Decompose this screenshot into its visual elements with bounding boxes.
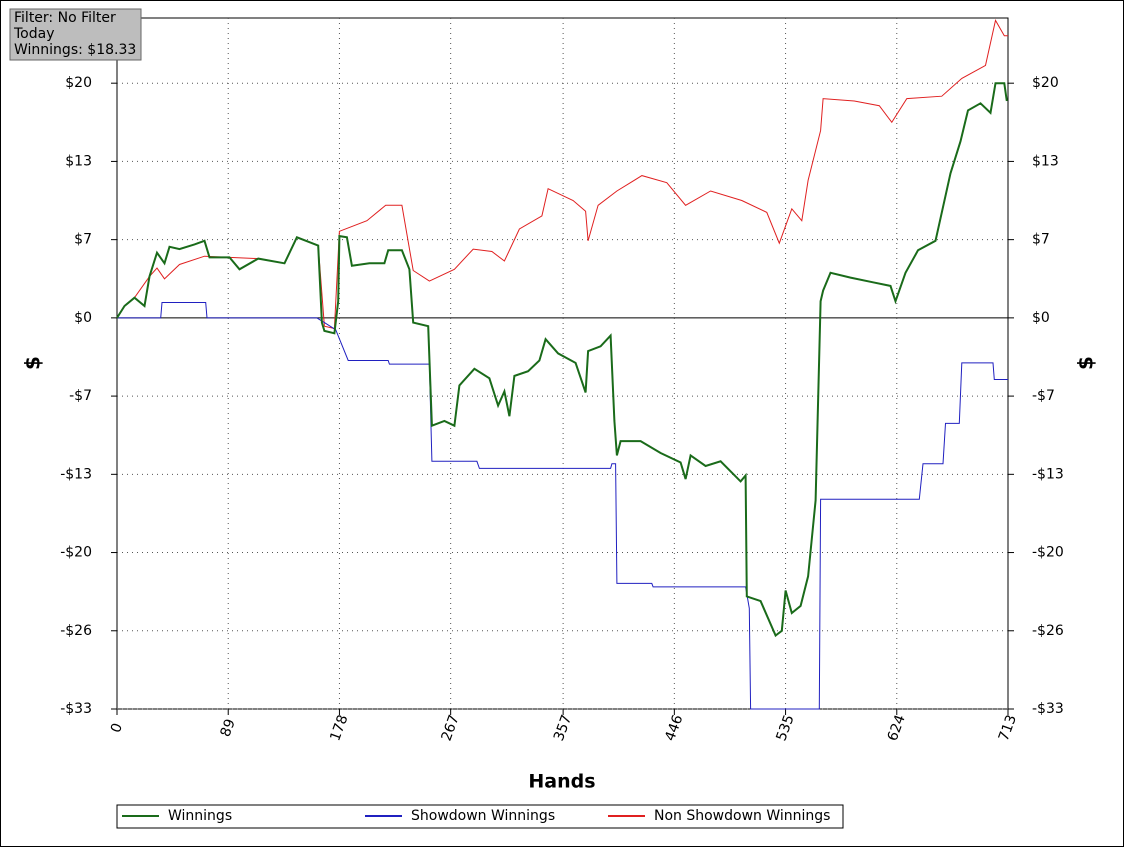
y-tick-label: -$7 bbox=[69, 388, 92, 404]
y-tick-label: -$33 bbox=[60, 701, 92, 717]
info-box bbox=[9, 8, 142, 61]
y-tick-label: -$20 bbox=[60, 545, 92, 561]
y2-tick-label: $7 bbox=[1032, 232, 1050, 248]
y-axis-label: $ bbox=[21, 356, 45, 370]
y-tick-label: $20 bbox=[65, 75, 92, 91]
y2-tick-label: -$7 bbox=[1032, 388, 1055, 404]
y-tick-label: $0 bbox=[74, 310, 92, 326]
y2-tick-label: $13 bbox=[1032, 153, 1059, 169]
y2-tick-label: $0 bbox=[1032, 310, 1050, 326]
y2-axis-label: $ bbox=[1074, 356, 1098, 370]
legend-label: Non Showdown Winnings bbox=[654, 808, 830, 824]
series-line bbox=[116, 82, 1008, 638]
legend-label: Winnings bbox=[168, 808, 232, 824]
y-tick-label: -$13 bbox=[60, 466, 92, 482]
info-filter: Filter: No Filter bbox=[14, 10, 116, 26]
y2-tick-label: -$26 bbox=[1032, 623, 1064, 639]
y2-tick-label: -$33 bbox=[1032, 701, 1064, 717]
info-period: Today bbox=[13, 26, 55, 42]
y2-tick-label: -$13 bbox=[1032, 466, 1064, 482]
y-tick-label: $7 bbox=[74, 232, 92, 248]
x-tick-label: 89 bbox=[218, 717, 239, 739]
y2-tick-label: -$20 bbox=[1032, 545, 1064, 561]
legend bbox=[116, 804, 844, 829]
y2-tick-label: $20 bbox=[1032, 75, 1059, 91]
legend-label: Showdown Winnings bbox=[411, 808, 555, 824]
x-axis-label: Hands bbox=[528, 771, 595, 793]
y-tick-label: $13 bbox=[65, 153, 92, 169]
info-winnings: Winnings: $18.33 bbox=[14, 42, 136, 58]
y-tick-label: -$26 bbox=[60, 623, 92, 639]
